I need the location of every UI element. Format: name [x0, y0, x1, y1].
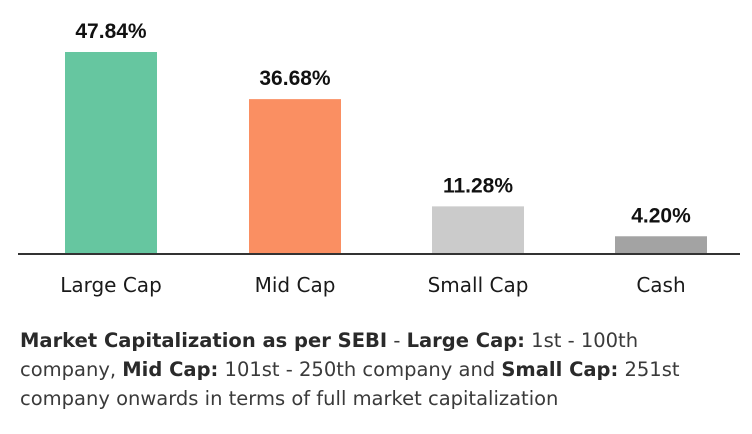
footnote-heading: Market Capitalization as per SEBI [20, 329, 388, 352]
footnote-mid-cap-definition: 101st - 250th company and [218, 358, 502, 381]
bars-group [65, 52, 707, 254]
data-label-mid-cap: 36.68% [259, 67, 331, 90]
footnote-separator: - [387, 329, 407, 352]
footnote-small-cap-definition: 251st company onwards in terms of full m… [20, 358, 680, 410]
bar-mid-cap [249, 99, 341, 254]
data-label-cash: 4.20% [631, 204, 691, 227]
category-label-small-cap: Small Cap [428, 273, 529, 297]
data-label-small-cap: 11.28% [443, 174, 513, 197]
bar-small-cap [432, 206, 524, 254]
category-label-mid-cap: Mid Cap [255, 273, 336, 297]
category-label-large-cap: Large Cap [60, 273, 162, 297]
category-label-cash: Cash [636, 273, 685, 297]
bar-cash [615, 236, 707, 254]
bar-large-cap [65, 52, 157, 254]
footnote-large-cap-term: Large Cap: [406, 329, 525, 352]
footnote-mid-cap-term: Mid Cap: [122, 358, 219, 381]
bar-chart: 47.84% Large Cap 36.68% Mid Cap 11.28% Small … [18, 20, 740, 297]
footnote: Market Capitalization as per SEBI - Larg… [20, 326, 740, 413]
labels-group: 47.84% Large Cap 36.68% Mid Cap 11.28% Small … [60, 20, 691, 297]
data-label-large-cap: 47.84% [75, 20, 147, 43]
footnote-large-cap-definition: 1st - 100th company, [20, 329, 639, 381]
footnote-small-cap-term: Small Cap: [501, 358, 619, 381]
